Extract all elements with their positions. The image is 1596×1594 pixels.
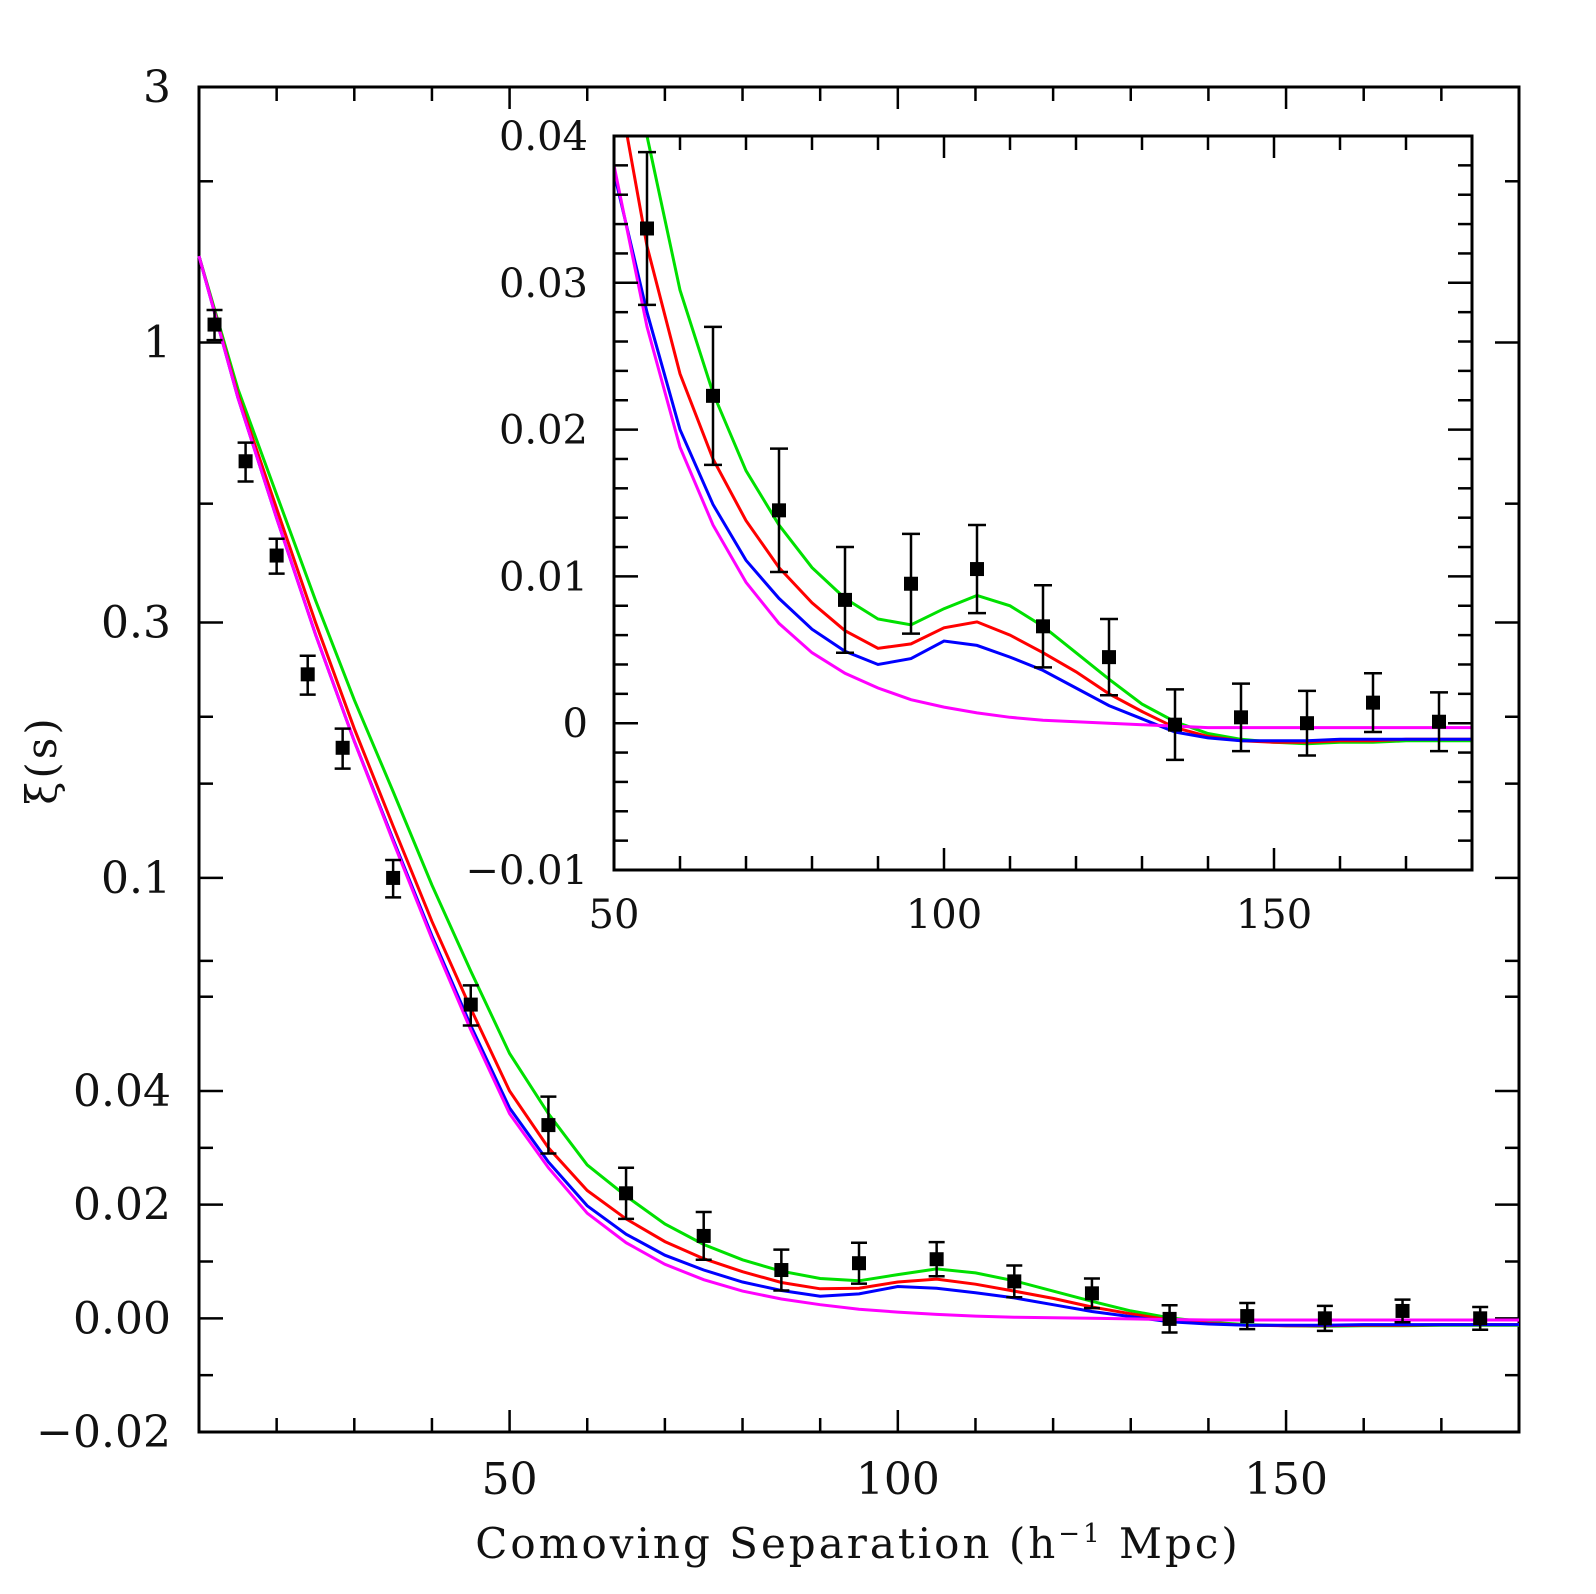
data-point bbox=[541, 1118, 556, 1133]
main-y-tick-label: 0.00 bbox=[73, 1293, 171, 1344]
inset-y-tick-label: 0.02 bbox=[499, 408, 588, 454]
inset-data-point bbox=[838, 592, 852, 607]
data-point bbox=[852, 1256, 866, 1271]
data-point bbox=[1084, 1286, 1099, 1301]
data-point bbox=[1317, 1311, 1332, 1326]
inset-data-point bbox=[1300, 716, 1314, 731]
y-axis-title: ξ(s) bbox=[17, 715, 66, 804]
inset-plot-frame bbox=[612, 134, 1474, 872]
x-axis-title: Comoving Separation (h−1 Mpc) bbox=[475, 1519, 1241, 1568]
data-point bbox=[463, 997, 478, 1012]
magenta-model-curve bbox=[197, 255, 1519, 1322]
inset-data-point bbox=[1036, 619, 1050, 634]
inset-blue-model-curve bbox=[612, 172, 1472, 743]
main-model-curves bbox=[197, 255, 1519, 1328]
main-plot-frame bbox=[197, 85, 1521, 1434]
inset-axis-ticks bbox=[614, 136, 1472, 870]
inset-data-point bbox=[706, 388, 720, 403]
data-point bbox=[929, 1252, 944, 1267]
inset-data-point bbox=[640, 221, 654, 236]
data-point bbox=[619, 1186, 634, 1201]
inset-data-point bbox=[1102, 650, 1116, 665]
data-point bbox=[774, 1263, 789, 1278]
main-x-tick-label: 50 bbox=[482, 1454, 538, 1505]
main-y-tick-label: 3 bbox=[143, 62, 171, 113]
inset-data-point bbox=[904, 576, 918, 591]
inset-data-point bbox=[772, 503, 786, 518]
inset-data-point bbox=[1432, 714, 1446, 729]
inset-tick-labels: 50 100 150 0.04 0.03 0.02 0.01 0 −0.01 bbox=[465, 114, 1312, 938]
data-point bbox=[335, 740, 350, 755]
data-point bbox=[269, 548, 284, 563]
inset-y-tick-label: −0.01 bbox=[465, 848, 588, 894]
data-point bbox=[1395, 1303, 1410, 1318]
data-point bbox=[238, 454, 253, 469]
data-point bbox=[1007, 1274, 1022, 1289]
main-y-tick-label: −0.02 bbox=[36, 1407, 171, 1458]
data-point bbox=[300, 667, 315, 682]
inset-data-points bbox=[638, 150, 1448, 762]
inset-y-tick-label: 0 bbox=[563, 701, 588, 747]
inset-data-point bbox=[970, 562, 984, 577]
data-point bbox=[386, 870, 401, 885]
inset-data-point bbox=[1168, 717, 1182, 732]
main-x-tick-label: 100 bbox=[856, 1454, 940, 1505]
main-axis-ticks bbox=[199, 87, 1521, 1432]
inset-y-tick-label: 0.03 bbox=[499, 261, 588, 307]
inset-x-tick-label: 50 bbox=[589, 892, 640, 938]
main-y-tick-label: 0.3 bbox=[101, 597, 171, 648]
data-point bbox=[207, 317, 222, 332]
data-point bbox=[1473, 1311, 1488, 1326]
main-y-tick-label: 0.02 bbox=[73, 1180, 171, 1231]
data-point bbox=[696, 1228, 711, 1243]
main-y-tick-label: 1 bbox=[143, 317, 171, 368]
inset-y-tick-label: 0.04 bbox=[499, 114, 588, 160]
inset-x-tick-label: 100 bbox=[906, 892, 982, 938]
inset-y-tick-label: 0.01 bbox=[499, 554, 588, 600]
inset-data-point bbox=[1234, 710, 1248, 725]
inset-x-tick-label: 150 bbox=[1236, 892, 1312, 938]
data-point bbox=[1162, 1311, 1177, 1326]
inset-magenta-model-curve bbox=[612, 165, 1472, 730]
main-data-points bbox=[206, 308, 1489, 1334]
inset-background bbox=[614, 136, 1472, 870]
main-x-tick-label: 150 bbox=[1244, 1454, 1328, 1505]
data-point bbox=[1240, 1309, 1255, 1324]
main-y-tick-label: 0.04 bbox=[73, 1066, 171, 1117]
main-y-tick-label: 0.1 bbox=[101, 853, 171, 904]
main-tick-labels: 50 100 150 3 1 0.3 0.1 0.04 0.02 0.00 −0.02 bbox=[36, 62, 1328, 1505]
inset-data-point bbox=[1366, 695, 1380, 710]
